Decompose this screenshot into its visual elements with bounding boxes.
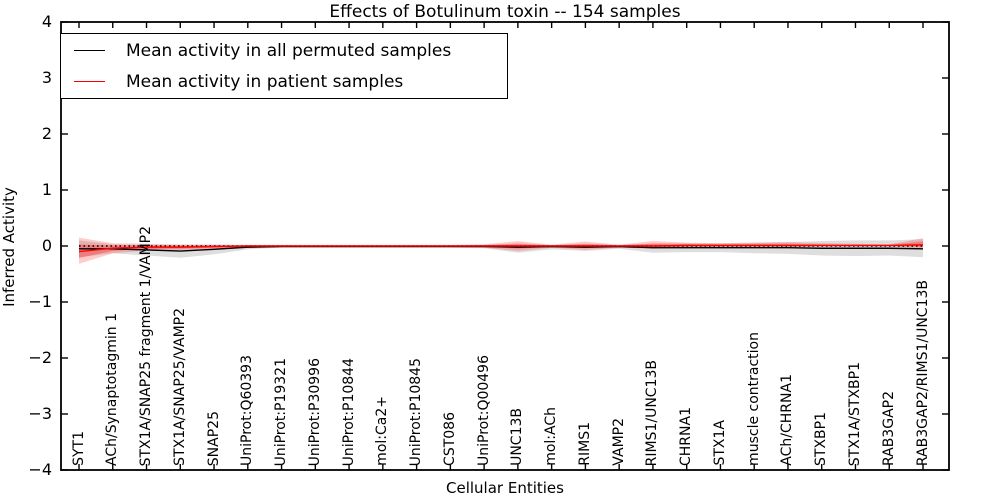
x-tick-label: muscle contraction xyxy=(745,332,762,466)
y-tick-label: −3 xyxy=(28,404,52,423)
x-tick-label: ACh/Synaptotagmin 1 xyxy=(104,313,121,466)
x-tick-label: RAB3GAP2 xyxy=(880,390,897,466)
legend: Mean activity in all permuted samples Me… xyxy=(60,33,508,99)
x-tick-label: STX1A/SNAP25 fragment 1/VAMP2 xyxy=(138,225,155,466)
x-tick-label: CST086 xyxy=(441,412,458,466)
x-tick-label: VAMP2 xyxy=(610,418,627,466)
x-axis-label: Cellular Entities xyxy=(446,479,564,497)
patient-band-outer xyxy=(79,237,923,264)
x-tick-label: UniProt:Q00496 xyxy=(475,355,492,466)
y-axis-label: Inferred Activity xyxy=(0,187,18,307)
legend-item-permuted: Mean activity in all permuted samples xyxy=(61,35,507,66)
x-tick-label: RAB3GAP2/RIMS1/UNC13B xyxy=(914,279,931,466)
x-tick-label: UniProt:P10844 xyxy=(340,357,357,466)
y-tick-label: −1 xyxy=(28,292,52,311)
x-tick-label: UniProt:P30996 xyxy=(306,357,323,466)
y-tick-label: 0 xyxy=(41,236,52,255)
permuted-band xyxy=(79,239,923,258)
legend-label-permuted: Mean activity in all permuted samples xyxy=(126,40,452,61)
x-tick-label: STX1A xyxy=(711,420,728,466)
x-tick-label: UNC13B xyxy=(509,408,526,466)
x-tick-label: UniProt:P10845 xyxy=(408,357,425,466)
x-tick-label: CHRNA1 xyxy=(678,407,695,466)
x-tick-label: RIMS1 xyxy=(576,422,593,466)
x-tick-label: SYT1 xyxy=(70,431,87,466)
x-tick-label: UniProt:Q60393 xyxy=(239,355,256,466)
y-tick-label: 3 xyxy=(41,68,52,87)
legend-item-patient: Mean activity in patient samples xyxy=(61,66,507,97)
x-tick-label: UniProt:P19321 xyxy=(273,357,290,466)
x-tick-label: STXBP1 xyxy=(813,412,830,466)
legend-label-patient: Mean activity in patient samples xyxy=(126,71,404,92)
x-tick-label: mol:Ca2+ xyxy=(374,396,391,466)
y-tick-label: −2 xyxy=(28,348,52,367)
x-tick-label: mol:ACh xyxy=(543,407,560,466)
x-tick-label: STX1A/SNAP25/VAMP2 xyxy=(171,308,188,466)
x-tick-label: STX1A/STXBP1 xyxy=(846,361,863,466)
y-tick-label: 2 xyxy=(41,124,52,143)
permuted-line-swatch xyxy=(74,50,105,51)
x-tick-label: RIMS1/UNC13B xyxy=(644,359,661,466)
y-tick-label: 4 xyxy=(41,12,52,31)
chart-title: Effects of Botulinum toxin -- 154 sample… xyxy=(329,2,681,22)
x-tick-label: ACh/CHRNA1 xyxy=(779,374,796,466)
permuted-mean-line xyxy=(79,245,924,252)
patient-mean-line xyxy=(78,244,924,253)
patient-line-swatch xyxy=(74,81,105,82)
x-tick-label: SNAP25 xyxy=(205,410,222,466)
y-tick-label: 1 xyxy=(41,180,52,199)
y-tick-label: −4 xyxy=(28,460,52,479)
